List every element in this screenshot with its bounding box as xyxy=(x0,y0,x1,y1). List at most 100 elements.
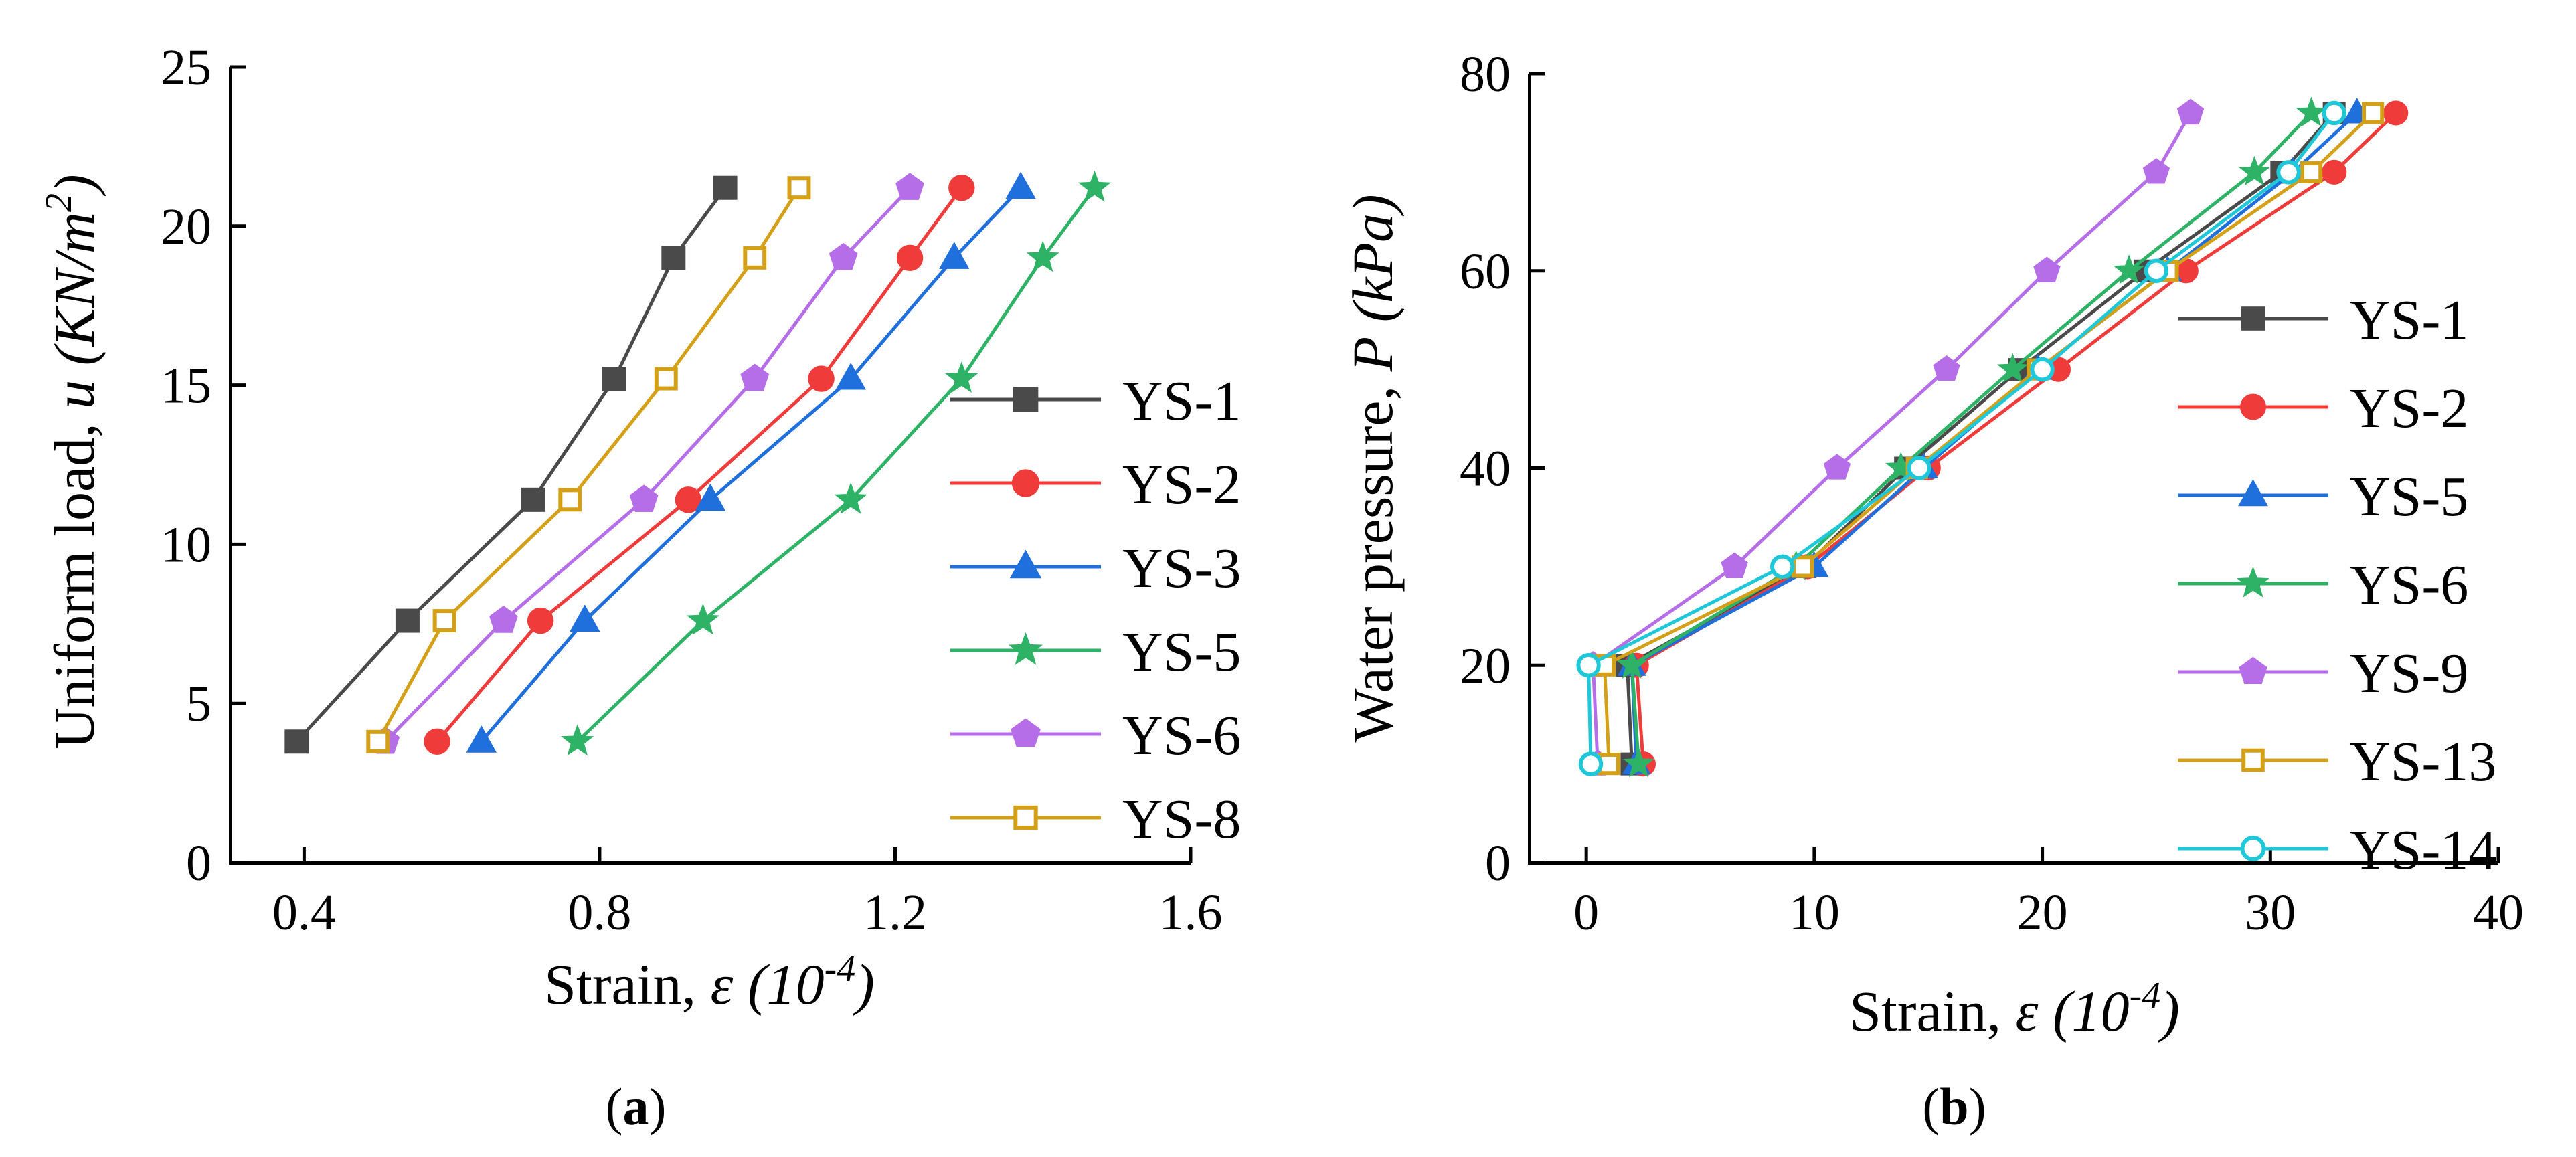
panel-a-y-label-exp: 2 xyxy=(38,193,80,212)
b-legend-label-ys-9: YS-9 xyxy=(2350,642,2468,705)
b-y-tick-label: 0 xyxy=(1485,835,1511,891)
a-point-ys-1 xyxy=(602,367,626,391)
b-series-line-ys-1 xyxy=(1625,112,2336,764)
a-point-ys-3 xyxy=(939,242,970,269)
b-point-ys-6 xyxy=(2239,155,2270,186)
a-x-tick-label: 0.8 xyxy=(568,885,631,941)
a-point-ys-2 xyxy=(424,728,450,755)
a-point-ys-8 xyxy=(654,367,678,391)
a-y-tick-label: 20 xyxy=(161,199,211,255)
b-point-ys-9 xyxy=(2142,158,2170,184)
b-series-line-ys-9 xyxy=(1591,112,2193,764)
b-legend-marker-ys-1 xyxy=(2241,306,2265,331)
panel-a-legend: YS-1 YS-2 YS-3 YS-5 YS-6 YS-8 xyxy=(950,370,1241,851)
panel-a-y-label-main: Uniform load, xyxy=(42,409,106,749)
b-point-ys-9 xyxy=(2176,98,2205,125)
b-point-ys-14 xyxy=(1578,751,1604,776)
panel-a-y-label-spacer xyxy=(42,365,106,380)
a-x-tick-label: 1.2 xyxy=(863,885,927,941)
a-x-tick-label: 0.4 xyxy=(272,885,336,941)
a-point-ys-8 xyxy=(432,609,456,632)
a-point-ys-3 xyxy=(570,604,600,632)
a-point-ys-5 xyxy=(561,724,594,756)
b-y-tick-label: 40 xyxy=(1460,441,1511,497)
b-legend-marker-ys-2 xyxy=(2240,393,2266,420)
a-point-ys-5 xyxy=(1026,240,1059,272)
b-point-ys-9 xyxy=(1933,355,1960,381)
a-point-ys-5 xyxy=(1078,170,1112,202)
a-point-ys-3 xyxy=(466,725,497,753)
b-y-tick-label: 60 xyxy=(1460,244,1511,300)
a-y-tick-label: 10 xyxy=(161,517,211,573)
panel-b-x-label-symbol: ε xyxy=(2016,979,2039,1043)
panel-b-y-label-unit: (kPa xyxy=(1341,213,1405,322)
a-point-ys-5 xyxy=(834,482,867,514)
b-point-ys-9 xyxy=(1823,454,1851,480)
a-legend-label-ys-8: YS-8 xyxy=(1122,788,1241,851)
b-point-ys-14 xyxy=(1907,456,1931,480)
panel-b-y-label-close: ) xyxy=(1341,194,1405,217)
panel-b-plot-area xyxy=(1576,96,2409,778)
b-y-tick-label: 20 xyxy=(1460,638,1511,694)
b-legend-marker-ys-5 xyxy=(2238,479,2268,507)
a-point-ys-5 xyxy=(945,361,978,393)
a-point-ys-6 xyxy=(740,363,770,391)
b-point-ys-13 xyxy=(2300,161,2323,183)
b-legend-marker-ys-14 xyxy=(2240,836,2266,861)
a-point-ys-1 xyxy=(713,175,738,200)
b-x-tick-label: 10 xyxy=(1789,885,1840,941)
panel-b-x-label-exp: -4 xyxy=(2130,975,2161,1016)
a-point-ys-2 xyxy=(675,486,702,513)
b-legend-label-ys-14: YS-14 xyxy=(2350,819,2496,881)
panel-a-x-label-exp: -4 xyxy=(825,948,856,990)
a-legend-marker-ys-8 xyxy=(1013,805,1038,830)
a-legend-marker-ys-3 xyxy=(1009,549,1042,579)
panel-a-x-label-close: ) xyxy=(852,952,875,1016)
a-point-ys-2 xyxy=(896,244,924,272)
panel-b-caption: (b) xyxy=(1922,1077,1986,1136)
a-legend-label-ys-1: YS-1 xyxy=(1122,370,1241,432)
a-y-tick-label: 0 xyxy=(186,835,211,891)
a-point-ys-3 xyxy=(695,483,726,511)
a-point-ys-6 xyxy=(895,173,924,200)
a-legend-marker-ys-6 xyxy=(1011,718,1041,747)
a-series-line-ys-5 xyxy=(576,187,1096,743)
panel-b-x-label-unit: (10 xyxy=(2053,979,2130,1043)
a-point-ys-1 xyxy=(284,729,309,754)
a-point-ys-2 xyxy=(948,175,975,201)
b-point-ys-6 xyxy=(1616,648,1648,679)
panel-a-axis-frame-left xyxy=(229,67,232,865)
b-legend-marker-ys-9 xyxy=(2239,656,2267,684)
a-point-ys-6 xyxy=(489,606,518,633)
a-legend-label-ys-2: YS-2 xyxy=(1122,454,1241,516)
b-point-ys-6 xyxy=(2296,96,2327,126)
b-series-line-ys-2 xyxy=(1634,112,2397,764)
b-point-ys-14 xyxy=(1576,653,1601,678)
panel-b-x-label-main: Strain, xyxy=(1849,979,2015,1043)
a-series-line-ys-3 xyxy=(480,187,1022,743)
a-point-ys-3 xyxy=(835,362,866,390)
panel-a-x-label-main: Strain, xyxy=(544,952,710,1016)
panel-a-y-label-close: ) xyxy=(42,174,106,197)
b-point-ys-14 xyxy=(2322,100,2346,126)
a-series-line-ys-1 xyxy=(295,187,727,743)
panel-b-ticks: 0 10 20 30 40 0 20 40 60 80 xyxy=(1460,46,2524,941)
panel-a-y-label-unit: (KN/m xyxy=(42,212,106,365)
a-y-tick-label: 25 xyxy=(161,39,211,96)
b-x-tick-label: 30 xyxy=(2245,885,2296,941)
a-point-ys-1 xyxy=(395,608,420,633)
b-point-ys-9 xyxy=(2033,256,2061,282)
a-point-ys-2 xyxy=(808,365,835,392)
b-point-ys-6 xyxy=(1997,353,2029,383)
panel-b-x-axis-label: Strain, ε (10-4) xyxy=(1849,975,2180,1043)
a-series-line-ys-6 xyxy=(384,187,912,743)
b-point-ys-14 xyxy=(2030,357,2055,382)
panel-a-axis-frame-bottom xyxy=(229,861,1191,865)
a-point-ys-6 xyxy=(829,242,858,270)
b-point-ys-14 xyxy=(2276,160,2301,185)
panel-b-y-label-spacer xyxy=(1341,322,1405,337)
b-series-line-ys-14 xyxy=(1587,112,2336,764)
